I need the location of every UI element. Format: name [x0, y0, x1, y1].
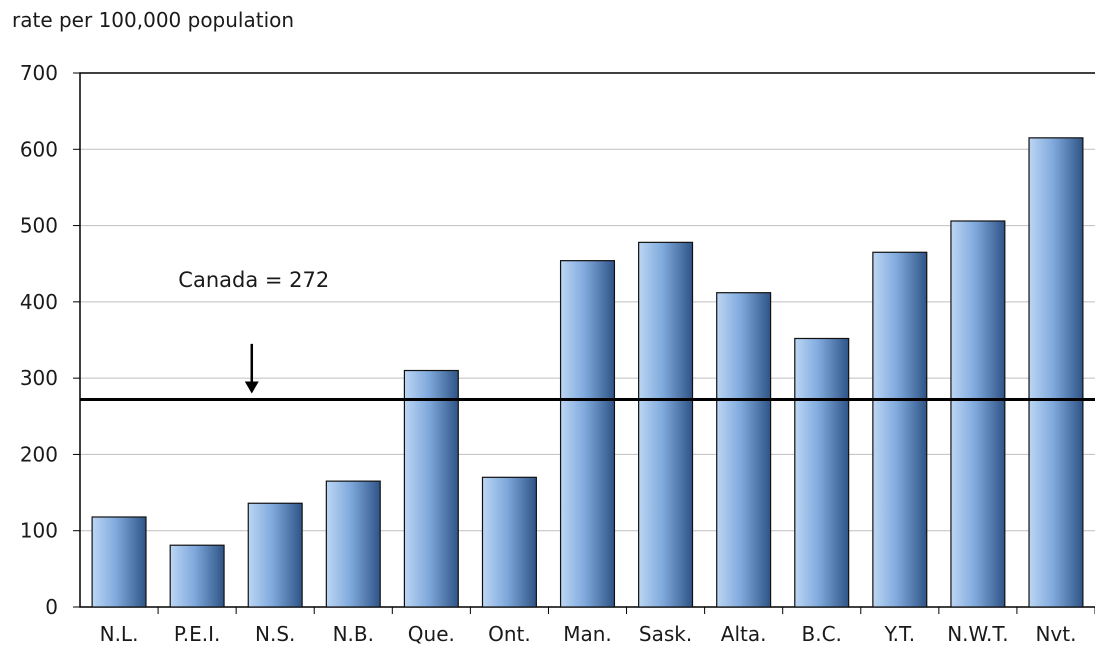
- bar-nb: [325, 480, 381, 608]
- x-tick-label: P.E.I.: [174, 622, 221, 646]
- canada-average-label: Canada = 272: [178, 268, 329, 292]
- y-tick-label: 200: [20, 442, 58, 466]
- x-tick-label: N.W.T.: [947, 622, 1008, 646]
- bar-nvt: [1028, 137, 1084, 608]
- bars: [91, 137, 1084, 608]
- y-tick-label: 300: [20, 366, 58, 390]
- bar-sask: [638, 241, 694, 608]
- x-tick-label: Y.T.: [883, 622, 915, 646]
- x-tick-label: B.C.: [802, 622, 842, 646]
- bar-bc: [794, 337, 850, 608]
- bar-pei: [169, 544, 225, 608]
- bar-alta: [716, 292, 772, 608]
- x-tick-label: Alta.: [721, 622, 767, 646]
- y-axis-ticks: 0 100 200 300 400 500 600 700: [20, 61, 80, 619]
- x-tick-label: Sask.: [639, 622, 692, 646]
- y-tick-label: 500: [20, 214, 58, 238]
- x-tick-label: N.L.: [100, 622, 139, 646]
- x-tick-label: Man.: [563, 622, 612, 646]
- x-axis-ticks: N.L. P.E.I. N.S. N.B. Que. Ont. Man. Sask. Alta.…: [100, 607, 1095, 646]
- bar-yt: [872, 251, 928, 608]
- x-tick-label: Nvt.: [1035, 622, 1076, 646]
- x-tick-label: N.S.: [255, 622, 295, 646]
- arrow-down-icon: [244, 381, 259, 394]
- y-tick-label: 100: [20, 519, 58, 543]
- y-tick-label: 600: [20, 137, 58, 161]
- x-tick-label: N.B.: [333, 622, 374, 646]
- x-tick-label: Ont.: [488, 622, 531, 646]
- bar-man: [559, 260, 616, 608]
- x-tick-label: Que.: [408, 622, 455, 646]
- y-axis-title: rate per 100,000 population: [12, 8, 295, 32]
- y-tick-label: 700: [20, 61, 58, 85]
- y-tick-label: 400: [20, 290, 58, 314]
- bar-que: [403, 369, 459, 608]
- bar-nwt: [950, 220, 1006, 608]
- bar-nl: [91, 516, 147, 608]
- bar-ont: [481, 476, 537, 608]
- bar-ns: [247, 502, 303, 608]
- y-tick-label: 0: [45, 595, 58, 619]
- reference-line-group: Canada = 272: [80, 268, 1095, 402]
